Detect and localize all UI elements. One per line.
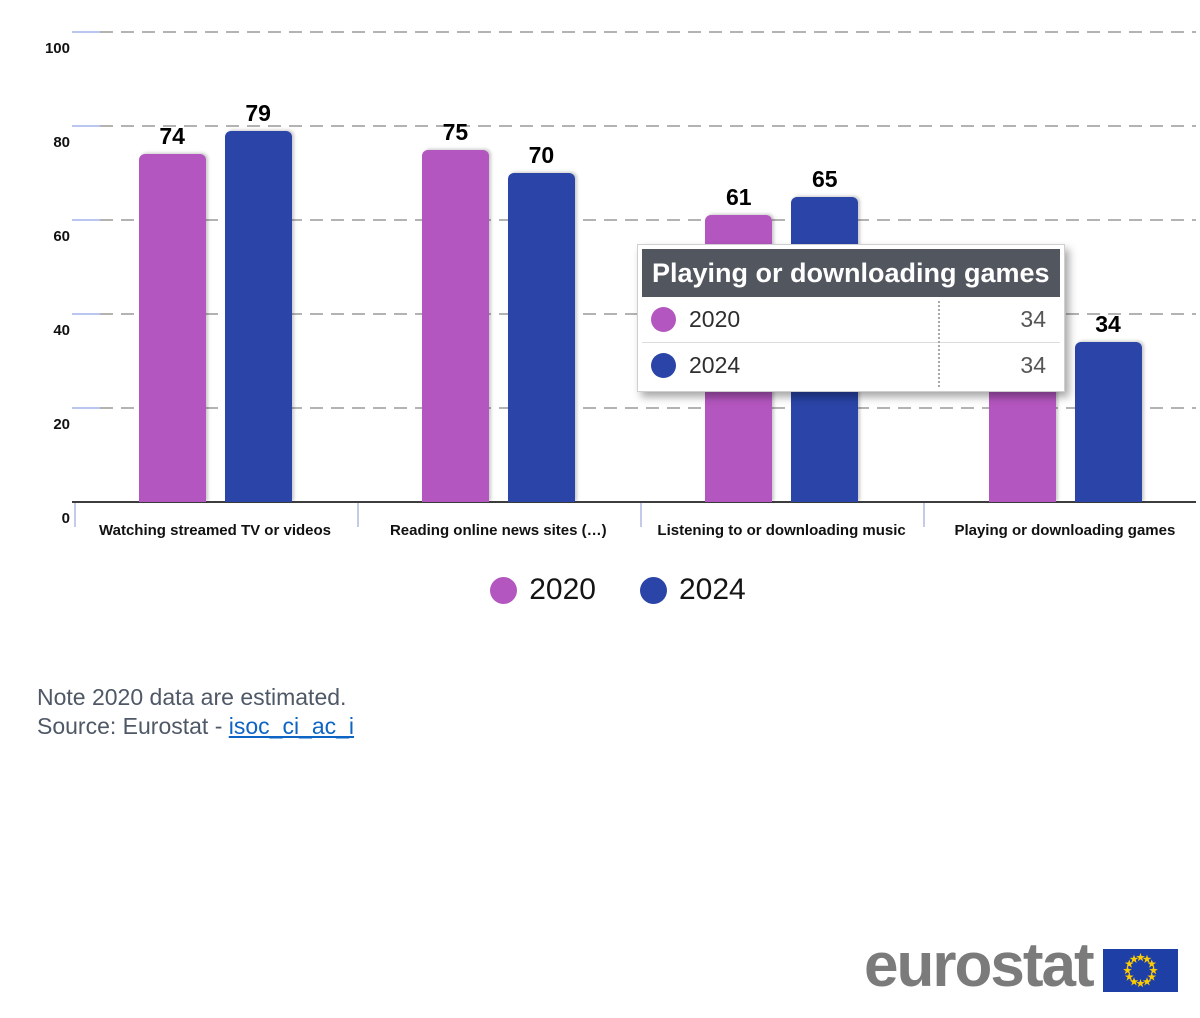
bar-value-label: 34 — [1095, 311, 1121, 338]
bar-2020-2[interactable] — [421, 149, 489, 502]
bar-value-label: 61 — [725, 184, 752, 211]
legend-2024-label: 2024 — [679, 573, 746, 606]
y-axis-label: 40 — [53, 322, 70, 339]
note-line: Note 2020 data are estimated. — [37, 684, 347, 710]
chart-legend: 2020 2024 — [0, 573, 1200, 607]
legend-item-2024[interactable]: 2024 — [640, 573, 746, 607]
gridline-cap — [72, 407, 100, 409]
source-dataset-link[interactable]: isoc_ci_ac_i — [228, 713, 355, 739]
tooltip-series-value: 34 — [1020, 352, 1046, 378]
y-axis-label: 100 — [44, 40, 70, 57]
bar-value-label: 70 — [528, 142, 555, 168]
gridline — [100, 31, 1196, 33]
eu-flag-icon — [1102, 949, 1178, 992]
series-2024-swatch-icon — [651, 353, 676, 378]
tooltip-series-value: 34 — [1020, 306, 1046, 332]
eurostat-logo: eurostat — [864, 931, 1178, 1000]
gridline-cap — [72, 125, 100, 127]
gridline — [100, 407, 1196, 409]
bar-value-label: 75 — [442, 118, 469, 145]
x-axis-line — [72, 501, 1196, 503]
y-axis-label: 80 — [53, 134, 70, 151]
bar-value-label: 79 — [245, 99, 271, 126]
x-axis-tick — [73, 503, 76, 527]
x-axis-tick — [356, 503, 359, 527]
tooltip-divider — [938, 301, 940, 387]
gridline-cap — [72, 219, 100, 221]
gridline — [100, 125, 1196, 127]
legend-2024-swatch-icon — [640, 576, 667, 604]
category-label: Watching streamed TV or videos — [99, 522, 331, 539]
bar-2024-1[interactable] — [224, 130, 292, 502]
bar-value-label: 65 — [811, 165, 838, 192]
y-axis-label: 60 — [53, 228, 70, 245]
bar-2024-4[interactable] — [1074, 342, 1142, 502]
y-axis-label: 0 — [61, 510, 70, 527]
tooltip-row: 2024 34 — [642, 343, 1060, 388]
tooltip-series-label: 2020 — [689, 306, 741, 332]
legend-item-2020[interactable]: 2020 — [490, 573, 596, 607]
tooltip-title: Playing or downloading games — [642, 249, 1060, 297]
category-label: Reading online news sites (…) — [389, 522, 607, 539]
gridline-cap — [72, 31, 100, 33]
y-axis-label: 20 — [53, 416, 70, 433]
tooltip-series-label: 2024 — [689, 352, 741, 378]
x-axis-tick — [640, 503, 643, 527]
legend-2020-label: 2020 — [529, 573, 596, 606]
chart-notes: Note 2020 data are estimated. Source: Eu… — [37, 683, 354, 741]
series-2020-swatch-icon — [651, 307, 676, 332]
bar-2024-2[interactable] — [507, 173, 575, 502]
gridline-cap — [72, 313, 100, 315]
eurostat-logo-text: eurostat — [864, 931, 1095, 1000]
source-prefix: Source: Eurostat - — [37, 713, 229, 739]
source-line: Source: Eurostat - isoc_ci_ac_i — [37, 712, 354, 741]
legend-2020-swatch-icon — [490, 576, 518, 604]
bar-value-label: 74 — [159, 123, 185, 150]
category-label: Listening to or downloading music — [657, 522, 906, 539]
bar-2020-1[interactable] — [138, 154, 206, 502]
tooltip-row: 2020 34 — [642, 297, 1060, 343]
chart-tooltip: Playing or downloading games 2020 34 202… — [637, 244, 1065, 392]
gridline — [100, 219, 1196, 221]
category-label: Playing or downloading games — [954, 522, 1176, 539]
x-axis-tick — [923, 503, 926, 527]
